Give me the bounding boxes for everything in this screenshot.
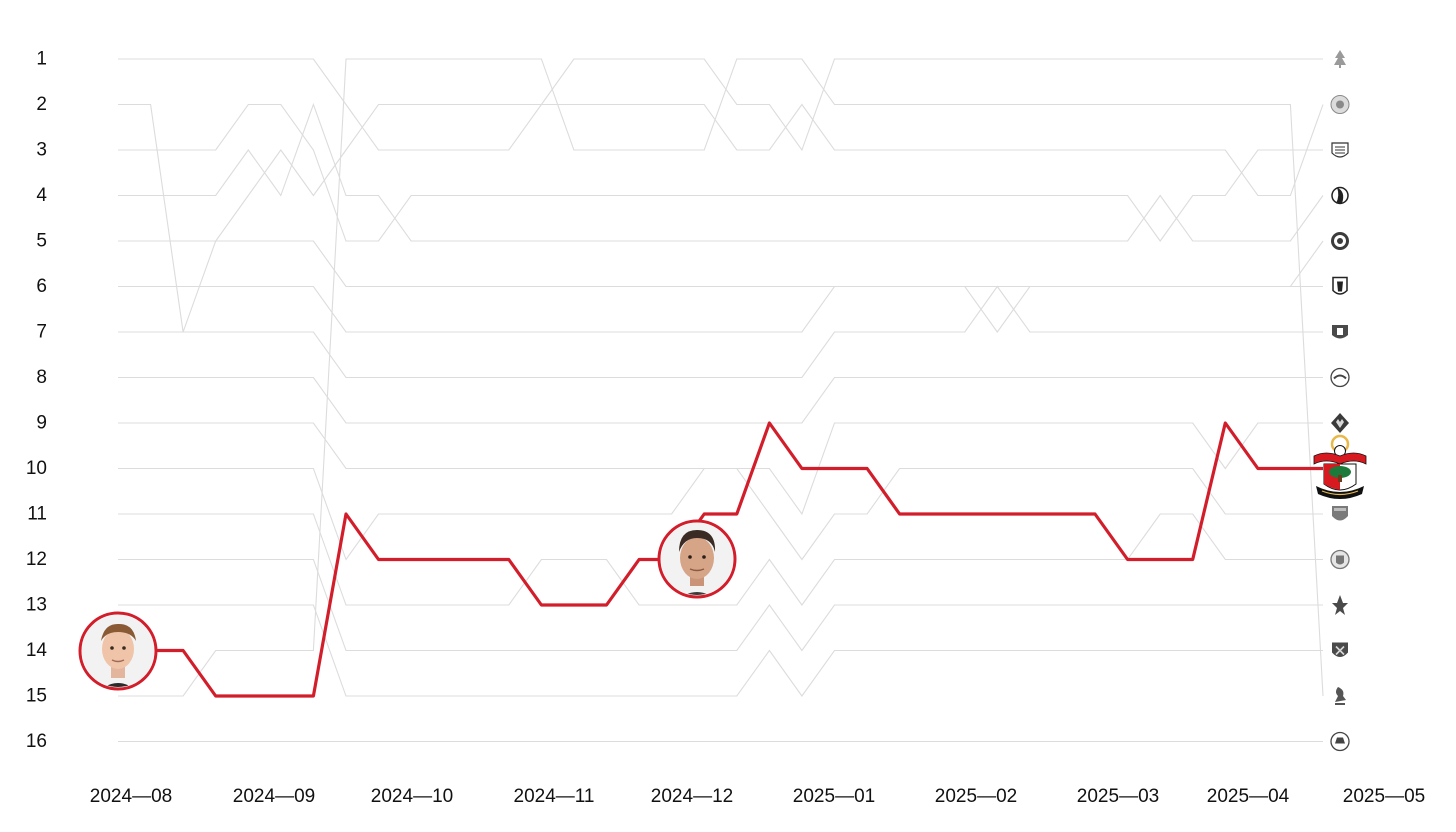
team-line — [118, 102, 1324, 242]
southampton-crest-icon — [1313, 434, 1367, 499]
leicester-crest-icon — [1330, 95, 1350, 114]
southampton-line — [118, 421, 1323, 698]
x-tick-label: 2024—11 — [514, 786, 595, 807]
y-tick-label: 13 — [26, 595, 47, 616]
team-line — [118, 376, 1323, 424]
team-line — [118, 58, 1324, 697]
team-crest-column — [1330, 50, 1350, 752]
team-line — [118, 467, 1323, 561]
x-tick-label: 2025—02 — [935, 786, 1017, 807]
man-city-crest-icon — [1330, 549, 1350, 570]
x-tick-label: 2024—12 — [651, 786, 733, 807]
team-line — [118, 285, 1323, 333]
x-tick-label: 2024—08 — [90, 786, 172, 807]
team-line — [118, 285, 1323, 379]
y-tick-label: 15 — [26, 686, 47, 707]
team-line — [118, 103, 1324, 333]
y-tick-label: 12 — [26, 549, 47, 570]
x-tick-label: 2024—09 — [233, 786, 315, 807]
team-line — [118, 103, 1323, 242]
y-tick-label: 1 — [36, 49, 47, 70]
x-tick-label: 2025—04 — [1207, 786, 1290, 807]
x-tick-label: 2025—05 — [1343, 786, 1425, 807]
x-tick-label: 2025—01 — [793, 786, 875, 807]
background-team-lines — [118, 58, 1324, 743]
chelsea-crest-icon — [1331, 232, 1349, 250]
wolves-crest-icon — [1331, 413, 1349, 433]
y-tick-label: 16 — [26, 731, 47, 752]
team-line — [118, 58, 1323, 152]
bournemouth-crest-icon — [1331, 186, 1349, 205]
fulham-crest-icon — [1332, 276, 1348, 295]
brighton-crest-icon — [1330, 367, 1350, 388]
team-line — [118, 558, 1323, 652]
y-tick-label: 2 — [36, 94, 47, 115]
arsenal-crest-icon — [1332, 506, 1348, 521]
y-tick-label: 9 — [36, 413, 47, 434]
everton-crest-icon — [1332, 325, 1348, 339]
west-ham-crest-icon — [1332, 642, 1348, 657]
team-line — [118, 240, 1324, 288]
y-tick-label: 6 — [36, 276, 47, 297]
y-tick-label: 8 — [36, 367, 47, 388]
y-tick-label: 7 — [36, 322, 47, 343]
manager-portrait-1 — [78, 611, 158, 691]
y-tick-label: 10 — [26, 458, 47, 479]
y-tick-label: 5 — [36, 231, 47, 252]
y-tick-label: 4 — [36, 185, 47, 206]
liverpool-crest-icon — [1335, 687, 1346, 705]
x-tick-label: 2025—03 — [1077, 786, 1159, 807]
manager-portrait-2 — [657, 519, 737, 599]
team-line — [118, 604, 1323, 697]
palace-crest-icon — [1332, 595, 1348, 615]
forest-crest-icon — [1334, 50, 1346, 68]
x-tick-label: 2024—10 — [371, 786, 453, 807]
y-tick-label: 3 — [36, 140, 47, 161]
newcastle-crest-icon — [1331, 142, 1349, 158]
y-tick-label: 11 — [27, 504, 47, 525]
x-axis-ticks: 2024—08 2024—09 2024—10 2024—11 2024—12 2025—… — [90, 786, 1425, 807]
y-tick-label: 14 — [26, 640, 48, 661]
man-utd-crest-icon — [1330, 731, 1350, 752]
team-line — [118, 513, 1323, 606]
highlight-series-group — [118, 421, 1323, 698]
